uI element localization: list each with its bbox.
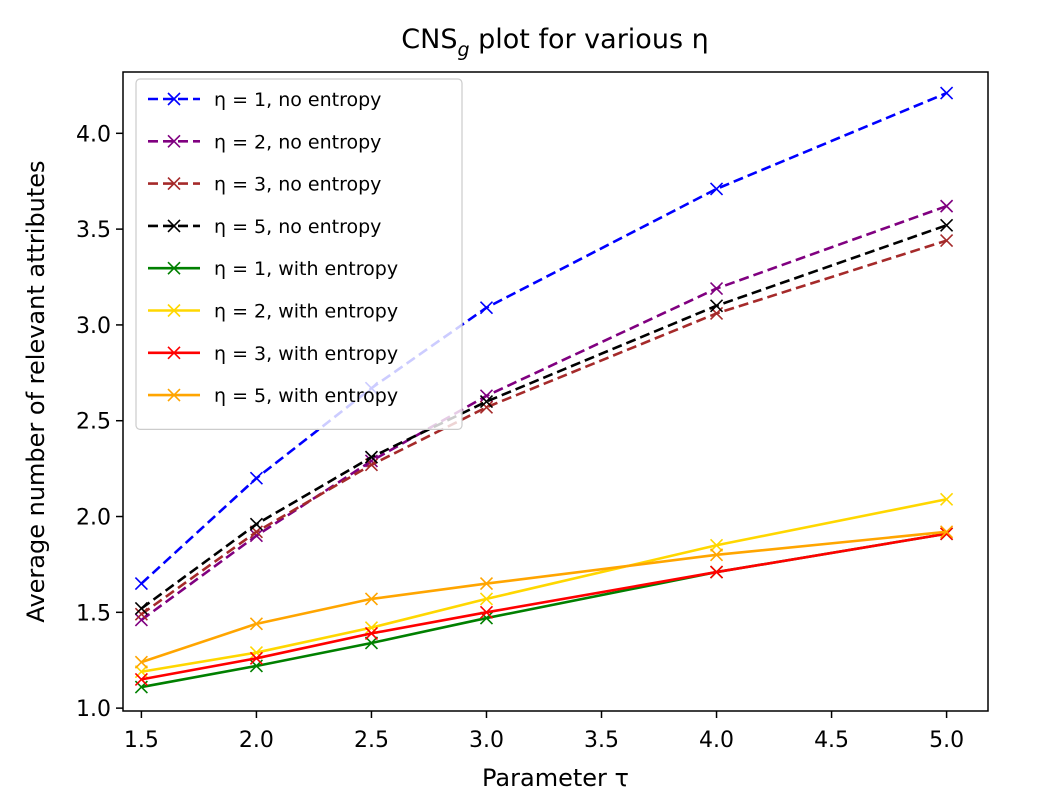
point-marker <box>167 134 181 148</box>
legend-entry: η = 3, no entropy <box>148 174 381 196</box>
legend-label: η = 3, no entropy <box>214 174 381 196</box>
y-axis-label: Average number of relevant attributes <box>22 160 50 622</box>
y-tick-label: 2.5 <box>76 410 111 435</box>
y-tick-label: 1.0 <box>76 697 111 722</box>
series-line <box>141 498 947 674</box>
legend-box <box>135 78 463 430</box>
point-marker <box>940 86 954 100</box>
legend-entry: η = 3, with entropy <box>148 343 398 365</box>
point-marker <box>479 301 494 315</box>
point-marker <box>364 626 379 640</box>
legend-entry: η = 2, no entropy <box>148 131 381 153</box>
point-marker <box>167 303 181 318</box>
y-tick-label: 3.0 <box>76 314 111 339</box>
x-tick-label: 3.5 <box>584 728 619 753</box>
x-tick-label: 5.0 <box>929 728 964 753</box>
x-tick-label: 4.5 <box>814 728 849 753</box>
point-marker <box>709 182 724 196</box>
point-marker <box>709 538 724 552</box>
point-marker <box>134 577 148 591</box>
series-line <box>140 239 947 616</box>
point-marker <box>364 450 379 464</box>
point-marker <box>709 299 724 313</box>
series-line <box>140 530 947 664</box>
legend-label: η = 3, with entropy <box>214 343 398 365</box>
point-marker <box>167 92 181 106</box>
chart-title-subscript: g <box>458 39 470 61</box>
chart-title: CNSg plot for various η <box>401 24 708 61</box>
legend-label: η = 2, with entropy <box>214 301 398 323</box>
point-marker <box>940 234 954 248</box>
point-marker <box>940 527 954 541</box>
point-marker <box>709 548 724 562</box>
point-marker <box>249 517 263 531</box>
point-marker <box>249 617 263 631</box>
point-marker <box>249 651 263 665</box>
x-axis-ticks: 1.5 2.0 2.5 3.0 3.5 4.0 4.5 5.0 <box>124 711 964 753</box>
legend-entry: η = 2, with entropy <box>148 301 398 323</box>
point-marker <box>479 577 494 591</box>
series-line <box>140 91 948 585</box>
y-tick-label: 1.5 <box>76 601 111 626</box>
legend-label: η = 5, with entropy <box>214 385 398 407</box>
plot-frame <box>122 71 989 712</box>
x-tick-label: 4.0 <box>699 728 734 753</box>
x-tick-label: 3.0 <box>469 728 504 753</box>
x-tick-label: 2.5 <box>354 728 389 753</box>
point-marker <box>134 607 148 621</box>
y-tick-label: 4.0 <box>76 122 111 147</box>
series-line <box>141 532 947 681</box>
point-marker <box>940 218 954 232</box>
point-marker <box>134 601 148 616</box>
point-marker <box>249 529 263 543</box>
legend-entry: η = 5, with entropy <box>148 385 398 407</box>
point-marker <box>364 454 379 468</box>
point-marker <box>940 492 954 506</box>
chart-title-suffix: plot for various η <box>470 24 709 55</box>
y-tick-label: 2.0 <box>76 506 111 531</box>
legend: η = 1, no entropy η = 2, no entropy η = 3,… <box>135 78 463 430</box>
point-marker <box>479 394 494 409</box>
point-marker <box>940 199 954 213</box>
legend-entry: η = 5, no entropy <box>148 216 381 238</box>
legend-entry: η = 1, with entropy <box>148 258 398 280</box>
legend-entries: η = 1, no entropy η = 2, no entropy η = 3,… <box>148 89 398 407</box>
point-marker <box>167 177 181 191</box>
point-marker <box>249 471 263 485</box>
point-marker <box>167 261 181 275</box>
point-marker <box>134 655 148 669</box>
point-marker <box>479 605 494 619</box>
legend-label: η = 1, no entropy <box>214 89 381 111</box>
point-marker <box>167 388 181 402</box>
point-marker <box>364 592 379 606</box>
point-marker <box>167 219 181 233</box>
x-tick-label: 1.5 <box>124 728 159 753</box>
point-marker <box>167 346 181 360</box>
point-marker <box>709 565 724 579</box>
y-axis-ticks: 1.0 1.5 2.0 2.5 3.0 3.5 4.0 <box>76 122 123 722</box>
legend-entry: η = 1, no entropy <box>148 89 381 111</box>
point-marker <box>479 592 494 606</box>
series <box>134 525 954 669</box>
legend-label: η = 5, no entropy <box>214 216 381 238</box>
legend-label: η = 1, with entropy <box>214 258 398 280</box>
point-marker <box>134 672 148 686</box>
series <box>134 527 954 686</box>
point-marker <box>134 613 148 627</box>
point-marker <box>364 636 379 650</box>
chart-title-main: CNS <box>401 24 457 55</box>
x-axis-label: Parameter τ <box>482 764 629 792</box>
x-tick-label: 2.0 <box>239 728 274 753</box>
y-tick-label: 3.5 <box>76 218 111 243</box>
point-marker <box>940 525 954 539</box>
legend-label: η = 2, no entropy <box>214 131 381 153</box>
point-marker <box>709 281 724 296</box>
